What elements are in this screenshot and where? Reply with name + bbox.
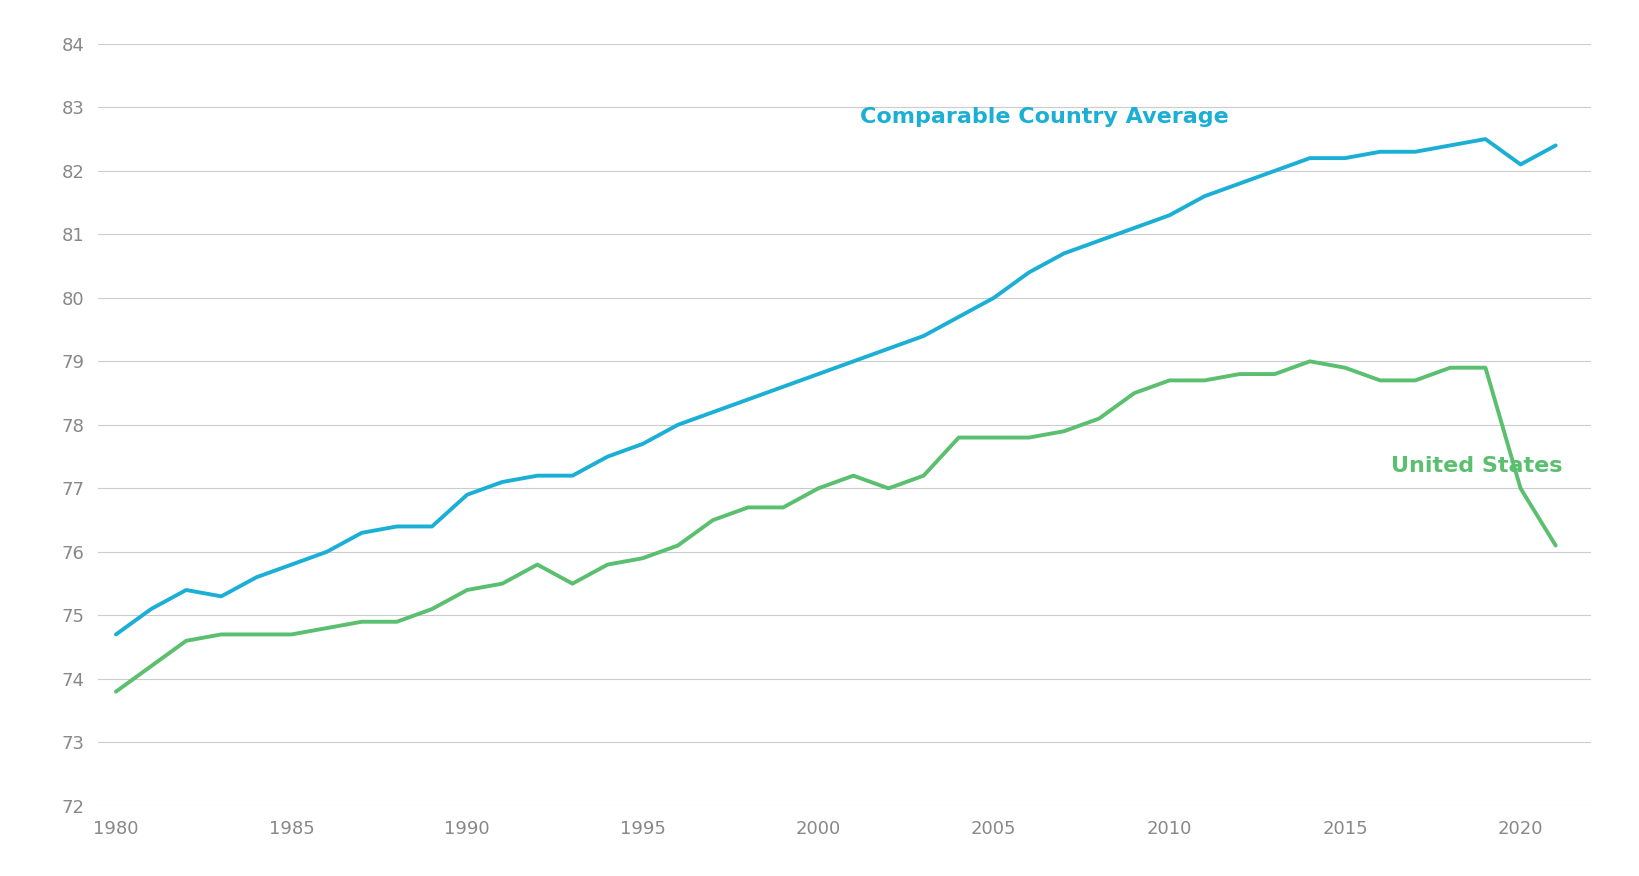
Text: United States: United States bbox=[1390, 456, 1562, 477]
Text: Comparable Country Average: Comparable Country Average bbox=[860, 107, 1228, 127]
